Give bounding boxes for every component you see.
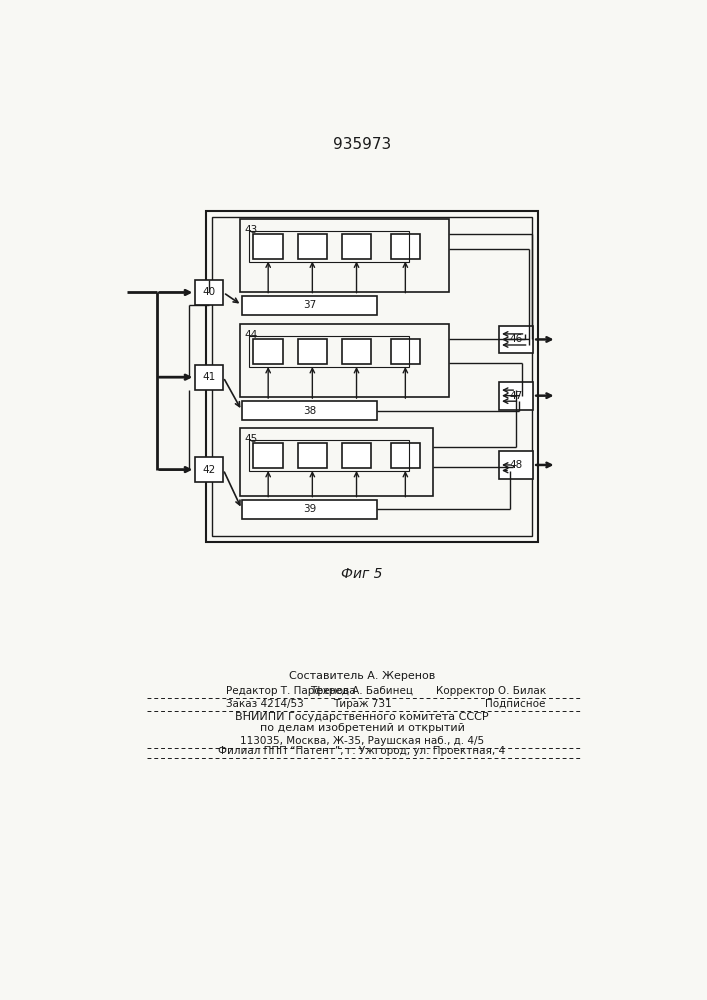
Text: Составитель А. Жеренов: Составитель А. Жеренов <box>289 671 435 681</box>
Text: 39: 39 <box>303 504 316 514</box>
Bar <box>240 219 449 292</box>
Bar <box>249 440 409 471</box>
Bar <box>212 217 532 536</box>
Bar <box>391 234 420 259</box>
Bar <box>499 326 533 353</box>
Bar <box>195 457 223 482</box>
Text: Филиал ППП “Патент”, г. Ужгород, ул. Проектная, 4: Филиал ППП “Патент”, г. Ужгород, ул. Про… <box>218 746 506 756</box>
Text: Подписное: Подписное <box>485 699 546 709</box>
Text: Редактор Т. Парфенова: Редактор Т. Парфенова <box>226 686 356 696</box>
Text: 46: 46 <box>510 334 522 344</box>
Bar <box>341 443 371 468</box>
Bar <box>341 339 371 364</box>
Text: Тираж 731: Тираж 731 <box>332 699 392 709</box>
Bar <box>242 296 378 315</box>
Text: 44: 44 <box>244 330 257 340</box>
Bar <box>298 234 327 259</box>
Bar <box>391 443 420 468</box>
Bar <box>195 365 223 389</box>
Text: 935973: 935973 <box>333 137 391 152</box>
Bar <box>298 443 327 468</box>
Text: 42: 42 <box>203 465 216 475</box>
Text: по делам изобретений и открытий: по делам изобретений и открытий <box>259 723 464 733</box>
Bar <box>391 339 420 364</box>
Bar <box>249 231 409 262</box>
Bar <box>242 500 378 519</box>
Bar <box>240 428 433 496</box>
Text: 45: 45 <box>244 434 257 444</box>
Bar <box>240 324 449 397</box>
Text: 43: 43 <box>244 225 257 235</box>
Bar <box>253 234 283 259</box>
Text: Заказ 4214/53: Заказ 4214/53 <box>226 699 304 709</box>
Text: 40: 40 <box>203 287 216 297</box>
Text: Фиг 5: Фиг 5 <box>341 567 382 581</box>
Text: ВНИИПИ Государственного комитета СССР: ВНИИПИ Государственного комитета СССР <box>235 712 489 722</box>
Bar <box>499 451 533 479</box>
Bar <box>242 401 378 420</box>
Bar <box>253 339 283 364</box>
Bar <box>249 336 409 367</box>
Text: 41: 41 <box>203 372 216 382</box>
Bar <box>253 443 283 468</box>
Bar <box>195 280 223 305</box>
Text: 113035, Москва, Ж-35, Раушская наб., д. 4/5: 113035, Москва, Ж-35, Раушская наб., д. … <box>240 736 484 746</box>
Text: 37: 37 <box>303 300 316 310</box>
Text: 47: 47 <box>510 391 522 401</box>
Text: 48: 48 <box>510 460 522 470</box>
Text: Корректор О. Билак: Корректор О. Билак <box>436 686 546 696</box>
Text: 38: 38 <box>303 406 316 416</box>
Bar <box>341 234 371 259</box>
Text: Техред А. Бабинец: Техред А. Бабинец <box>310 686 414 696</box>
Bar <box>298 339 327 364</box>
Bar <box>499 382 533 410</box>
Bar <box>206 211 538 542</box>
